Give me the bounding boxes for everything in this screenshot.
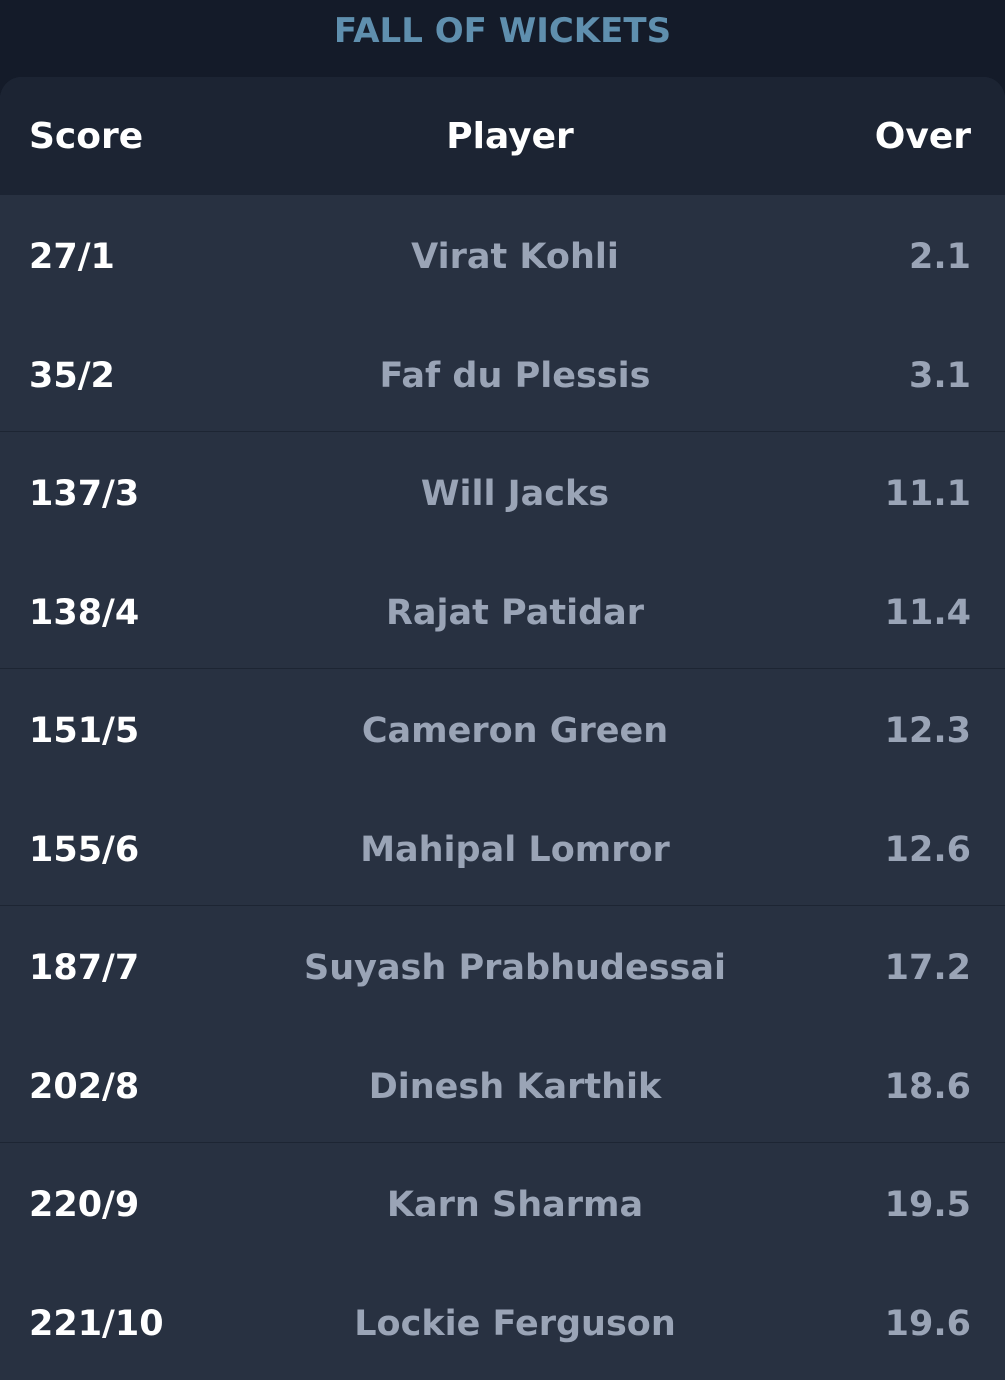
over-cell: 12.6 — [884, 829, 971, 870]
fall-of-wickets-table: Score Player Over 27/1 Virat Kohli 2.1 3… — [0, 77, 1005, 1380]
score-cell: 27/1 — [29, 237, 115, 277]
over-cell: 2.1 — [908, 237, 971, 277]
player-cell: Will Jacks — [420, 474, 610, 514]
table-row: 202/8 Dinesh Karthik 18.6 — [0, 1025, 1005, 1143]
player-cell: Rajat Patidar — [385, 592, 645, 633]
score-cell: 138/4 — [29, 592, 140, 633]
table-row: 151/5 Cameron Green 12.3 — [0, 669, 1005, 788]
table-row: 155/6 Mahipal Lomror 12.6 — [0, 788, 1005, 906]
over-cell: 12.3 — [884, 711, 971, 751]
over-cell: 11.4 — [884, 592, 971, 633]
player-cell: Mahipal Lomror — [360, 829, 670, 870]
over-cell: 3.1 — [908, 355, 971, 396]
table-row: 35/2 Faf du Plessis 3.1 — [0, 314, 1005, 432]
table-row: 137/3 Will Jacks 11.1 — [0, 432, 1005, 551]
title-bar: FALL OF WICKETS — [0, 0, 1005, 78]
score-cell: 187/7 — [29, 948, 140, 988]
score-cell: 35/2 — [29, 355, 115, 396]
section-title: FALL OF WICKETS — [333, 11, 672, 51]
table-body: 27/1 Virat Kohli 2.1 35/2 Faf du Plessis… — [0, 195, 1005, 1380]
player-cell: Dinesh Karthik — [368, 1066, 662, 1107]
player-cell: Karn Sharma — [386, 1185, 644, 1225]
table-row: 220/9 Karn Sharma 19.5 — [0, 1143, 1005, 1262]
over-cell: 11.1 — [884, 474, 971, 514]
player-cell: Suyash Prabhudessai — [304, 948, 726, 988]
player-column-header: Player — [446, 116, 574, 157]
player-cell: Cameron Green — [361, 711, 669, 751]
over-cell: 19.6 — [884, 1303, 971, 1344]
score-cell: 151/5 — [29, 711, 140, 751]
over-cell: 19.5 — [884, 1185, 971, 1225]
table-row: 221/10 Lockie Ferguson 19.6 — [0, 1262, 1005, 1380]
score-column-header: Score — [29, 116, 144, 157]
score-cell: 137/3 — [29, 474, 140, 514]
over-cell: 18.6 — [884, 1066, 971, 1107]
score-cell: 202/8 — [29, 1066, 140, 1107]
player-cell: Faf du Plessis — [379, 355, 651, 396]
table-row: 27/1 Virat Kohli 2.1 — [0, 195, 1005, 314]
table-row: 187/7 Suyash Prabhudessai 17.2 — [0, 906, 1005, 1025]
player-cell: Lockie Ferguson — [354, 1303, 676, 1344]
score-cell: 155/6 — [29, 829, 140, 870]
table-row: 138/4 Rajat Patidar 11.4 — [0, 551, 1005, 669]
score-cell: 220/9 — [29, 1185, 140, 1225]
player-cell: Virat Kohli — [411, 237, 619, 277]
table-header: Score Player Over — [0, 77, 1005, 195]
over-column-header: Over — [874, 116, 971, 157]
over-cell: 17.2 — [884, 948, 971, 988]
score-cell: 221/10 — [29, 1303, 164, 1344]
